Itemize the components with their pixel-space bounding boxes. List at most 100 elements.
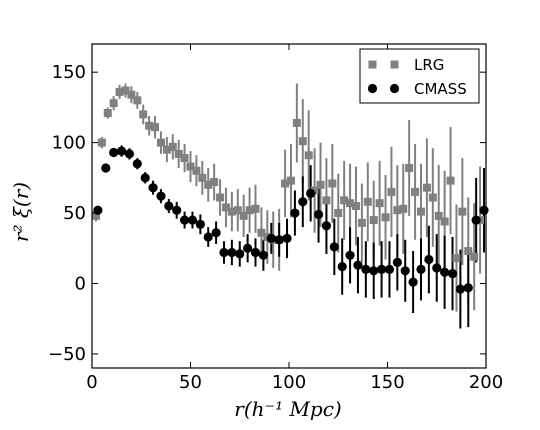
lrg-point	[405, 163, 414, 172]
lrg-point	[387, 187, 396, 196]
lrg-point	[351, 202, 360, 210]
x-tick-label: 150	[370, 372, 404, 393]
lrg-point	[156, 138, 165, 147]
lrg-point	[216, 193, 225, 202]
cmass-point	[416, 264, 426, 274]
lrg-point	[186, 162, 195, 171]
lrg-point	[363, 197, 372, 206]
y-tick-label: 0	[75, 273, 86, 294]
lrg-point	[245, 206, 254, 215]
lrg-point	[298, 137, 307, 146]
lrg-point	[464, 247, 473, 256]
cmass-point	[266, 233, 276, 243]
lrg-point	[151, 123, 160, 132]
cmass-point	[250, 247, 261, 258]
lrg-point	[434, 211, 443, 220]
lrg-point	[168, 142, 177, 151]
y-tick-label: 50	[63, 203, 86, 224]
cmass-point	[361, 264, 371, 274]
lrg-point	[133, 96, 142, 105]
cmass-point	[101, 163, 111, 173]
lrg-point	[340, 196, 349, 205]
lrg-point	[91, 211, 100, 220]
lrg-point	[428, 193, 437, 202]
lrg-point	[304, 151, 313, 160]
cmass-point	[274, 235, 284, 245]
lrg-point	[452, 254, 461, 263]
lrg-point	[281, 179, 290, 188]
lrg-point	[210, 178, 219, 187]
lrg-point	[121, 86, 130, 95]
lrg-point	[174, 149, 183, 158]
lrg-point	[97, 138, 106, 147]
lrg-point	[162, 145, 171, 154]
lrg-point	[381, 213, 390, 222]
x-tick-label: 200	[469, 372, 503, 393]
lrg-point	[115, 87, 124, 96]
lrg-point	[192, 166, 201, 175]
cmass-point	[306, 188, 316, 198]
lrg-point	[399, 204, 408, 213]
x-tick-label: 0	[86, 372, 97, 393]
cmass-point	[227, 247, 237, 258]
lrg-point	[416, 207, 425, 216]
legend-label-lrg: LRG	[414, 56, 444, 74]
cmass-point	[440, 267, 450, 277]
cmass-point	[321, 221, 332, 231]
cmass-point	[172, 205, 182, 215]
cmass-point	[179, 215, 190, 225]
cmass-point	[290, 208, 300, 218]
cmass-point	[392, 257, 402, 267]
lrg-point	[328, 179, 337, 188]
cmass-point	[424, 254, 434, 265]
lrg-point	[145, 121, 154, 130]
cmass-point	[282, 233, 292, 243]
cmass-point	[447, 269, 458, 279]
cmass-point	[376, 264, 387, 274]
cmass-point	[408, 277, 418, 287]
lrg-point	[221, 203, 230, 212]
lrg-point	[198, 173, 207, 182]
cmass-point	[203, 232, 213, 242]
cmass-point	[400, 266, 410, 276]
legend-marker-cmass	[367, 83, 378, 94]
y-tick-label: 150	[52, 62, 86, 83]
lrg-point	[257, 228, 266, 237]
lrg-point	[357, 218, 366, 227]
cmass-point	[219, 247, 229, 258]
cmass-point	[124, 149, 135, 159]
cmass-point	[329, 242, 339, 252]
cmass-point	[148, 183, 158, 193]
cmass-point	[298, 197, 308, 207]
cmass-point	[156, 191, 166, 201]
cmass-point	[132, 159, 142, 169]
lrg-point	[103, 109, 112, 118]
lrg-point	[470, 252, 479, 261]
lrg-point	[109, 99, 118, 108]
cmass-point	[471, 215, 481, 225]
cmass-point	[140, 173, 150, 183]
y-axis-title: r² ξ(r)	[9, 182, 33, 242]
lrg-point	[440, 217, 449, 226]
legend-box	[359, 48, 480, 104]
lrg-point	[411, 187, 420, 196]
legend-marker-lrg	[368, 60, 377, 69]
cmass-point	[243, 243, 253, 253]
legend: LRG CMASS	[359, 48, 480, 104]
legend-marker-cmass-2	[389, 83, 400, 94]
lrg-point	[322, 196, 331, 205]
cmass-point	[211, 228, 221, 238]
lrg-point	[251, 204, 260, 213]
lrg-point	[239, 211, 248, 220]
lrg-point	[127, 90, 136, 99]
y-tick-label: −50	[48, 344, 86, 365]
cmass-point	[164, 201, 174, 211]
x-axis-title: r(h⁻¹ Mpc)	[234, 397, 341, 421]
lrg-point	[292, 118, 301, 127]
legend-label-cmass: CMASS	[414, 80, 467, 98]
lrg-point	[446, 176, 455, 185]
cmass-point	[195, 219, 205, 229]
lrg-point	[180, 154, 189, 163]
cmass-point	[116, 146, 127, 156]
